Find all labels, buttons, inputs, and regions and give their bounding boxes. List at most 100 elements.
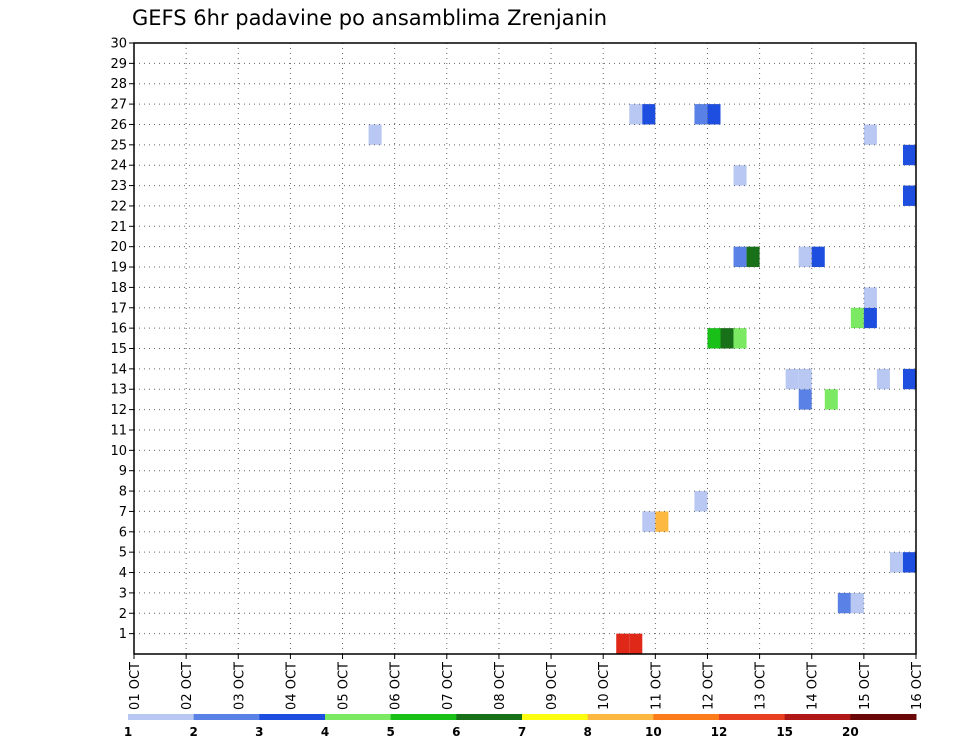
colorbar-segment — [850, 714, 917, 720]
heatmap-cell — [616, 633, 630, 654]
y-tick-label: 16 — [110, 322, 127, 337]
y-tick-label: 20 — [110, 240, 127, 255]
heatmap-cell — [824, 389, 838, 410]
y-tick-label: 27 — [110, 98, 127, 113]
colorbar-label: 2 — [189, 725, 197, 739]
colorbar-label: 20 — [842, 725, 859, 739]
heatmap-cell — [811, 246, 825, 268]
y-tick-label: 4 — [119, 566, 127, 581]
heatmap-cell — [850, 592, 864, 614]
y-tick-label: 6 — [119, 525, 127, 540]
colorbar-label: 3 — [255, 725, 263, 739]
y-tick-label: 18 — [110, 281, 127, 296]
y-tick-label: 11 — [110, 423, 127, 438]
colorbar-segment — [653, 714, 720, 720]
y-tick-label: 8 — [119, 485, 127, 500]
heatmap-cell — [746, 246, 760, 268]
heatmap-cell — [837, 592, 851, 614]
x-tick-label: 10 OCT — [597, 662, 612, 710]
heatmap-cell — [902, 144, 916, 166]
heatmap-cell — [876, 368, 890, 390]
colorbar-label: 15 — [776, 725, 793, 739]
y-tick-label: 17 — [110, 301, 127, 316]
colorbar-label: 8 — [583, 725, 591, 739]
y-tick-label: 29 — [110, 57, 127, 72]
y-tick-label: 7 — [119, 505, 127, 520]
heatmap-cell — [863, 287, 877, 308]
x-tick-label: 12 OCT — [701, 662, 716, 710]
x-tick-label: 14 OCT — [806, 662, 821, 710]
x-tick-label: 03 OCT — [232, 662, 247, 710]
y-tick-label: 22 — [110, 199, 127, 214]
y-tick-label: 10 — [110, 444, 127, 459]
y-tick-label: 25 — [110, 138, 127, 153]
grid-lines — [133, 42, 917, 654]
x-tick-label: 16 OCT — [910, 662, 925, 710]
y-tick-label: 30 — [110, 37, 127, 52]
y-tick-label: 23 — [110, 179, 127, 194]
plot-frame — [133, 42, 917, 655]
heatmap-cell — [707, 328, 721, 349]
y-tick-label: 5 — [119, 546, 127, 561]
colorbar-label: 4 — [321, 725, 329, 739]
colorbar-segment — [193, 714, 260, 720]
y-axis: 1234567891011121314151617181920212223242… — [110, 37, 134, 642]
x-tick-label: 15 OCT — [858, 662, 873, 710]
y-tick-label: 2 — [119, 607, 127, 622]
heatmap-cell — [902, 185, 916, 206]
heatmap-cell — [733, 328, 747, 349]
x-axis: 01 OCT 02 OCT 03 OCT 04 OCT 05 OCT 06 OCT 07 O… — [128, 654, 925, 710]
colorbar-label: 1 — [124, 725, 132, 739]
heatmap-cell — [785, 368, 799, 390]
colorbar-label: 6 — [452, 725, 460, 739]
x-tick-label: 08 OCT — [493, 662, 508, 710]
y-tick-label: 3 — [119, 586, 127, 601]
heatmap-cell — [368, 124, 382, 145]
heatmap-cell — [642, 511, 656, 532]
heatmap-cell — [798, 368, 812, 390]
heatmap-cell — [655, 511, 669, 532]
heatmap-cell — [694, 491, 708, 512]
heatmap-cell — [850, 307, 864, 329]
x-tick-label: 06 OCT — [389, 662, 404, 710]
heatmap-cell — [642, 104, 656, 125]
heatmap-cell — [863, 307, 877, 329]
heatmap-cell — [629, 104, 643, 125]
colorbar-label: 7 — [518, 725, 526, 739]
y-tick-label: 24 — [110, 159, 127, 174]
heatmap-cell — [733, 165, 747, 186]
chart-title: GEFS 6hr padavine po ansamblima Zrenjani… — [132, 6, 607, 30]
y-tick-label: 14 — [110, 362, 127, 377]
y-tick-label: 9 — [119, 464, 127, 479]
x-tick-label: 09 OCT — [545, 662, 560, 710]
heatmap-cell — [798, 389, 812, 410]
heatmap-cell — [733, 246, 747, 268]
colorbar-segment — [522, 714, 589, 720]
x-tick-label: 13 OCT — [754, 662, 769, 710]
colorbar-segment — [128, 714, 195, 720]
heatmap-cell — [889, 552, 903, 573]
colorbar-segment — [587, 714, 654, 720]
x-tick-label: 02 OCT — [180, 662, 195, 710]
colorbar-segment — [784, 714, 851, 720]
colorbar-label: 10 — [645, 725, 662, 739]
y-tick-label: 15 — [110, 342, 127, 357]
y-tick-label: 26 — [110, 118, 127, 133]
x-tick-label: 07 OCT — [441, 662, 456, 710]
x-tick-label: 01 OCT — [128, 662, 143, 710]
colorbar-label: 12 — [711, 725, 728, 739]
heatmap-cell — [629, 633, 643, 654]
y-tick-label: 1 — [119, 627, 127, 642]
heatmap-cell — [720, 328, 734, 349]
y-tick-label: 19 — [110, 261, 127, 276]
y-tick-label: 28 — [110, 77, 127, 92]
colorbar-label: 5 — [386, 725, 394, 739]
y-tick-label: 13 — [110, 383, 127, 398]
heatmap-cell — [902, 368, 916, 390]
colorbar-segment — [259, 714, 326, 720]
heatmap-cell — [902, 552, 916, 573]
x-tick-label: 11 OCT — [649, 662, 664, 710]
colorbar-segment — [325, 714, 392, 720]
colorbar: 1 2 3 4 5 6 7 8 10 12 15 20 — [124, 714, 917, 739]
